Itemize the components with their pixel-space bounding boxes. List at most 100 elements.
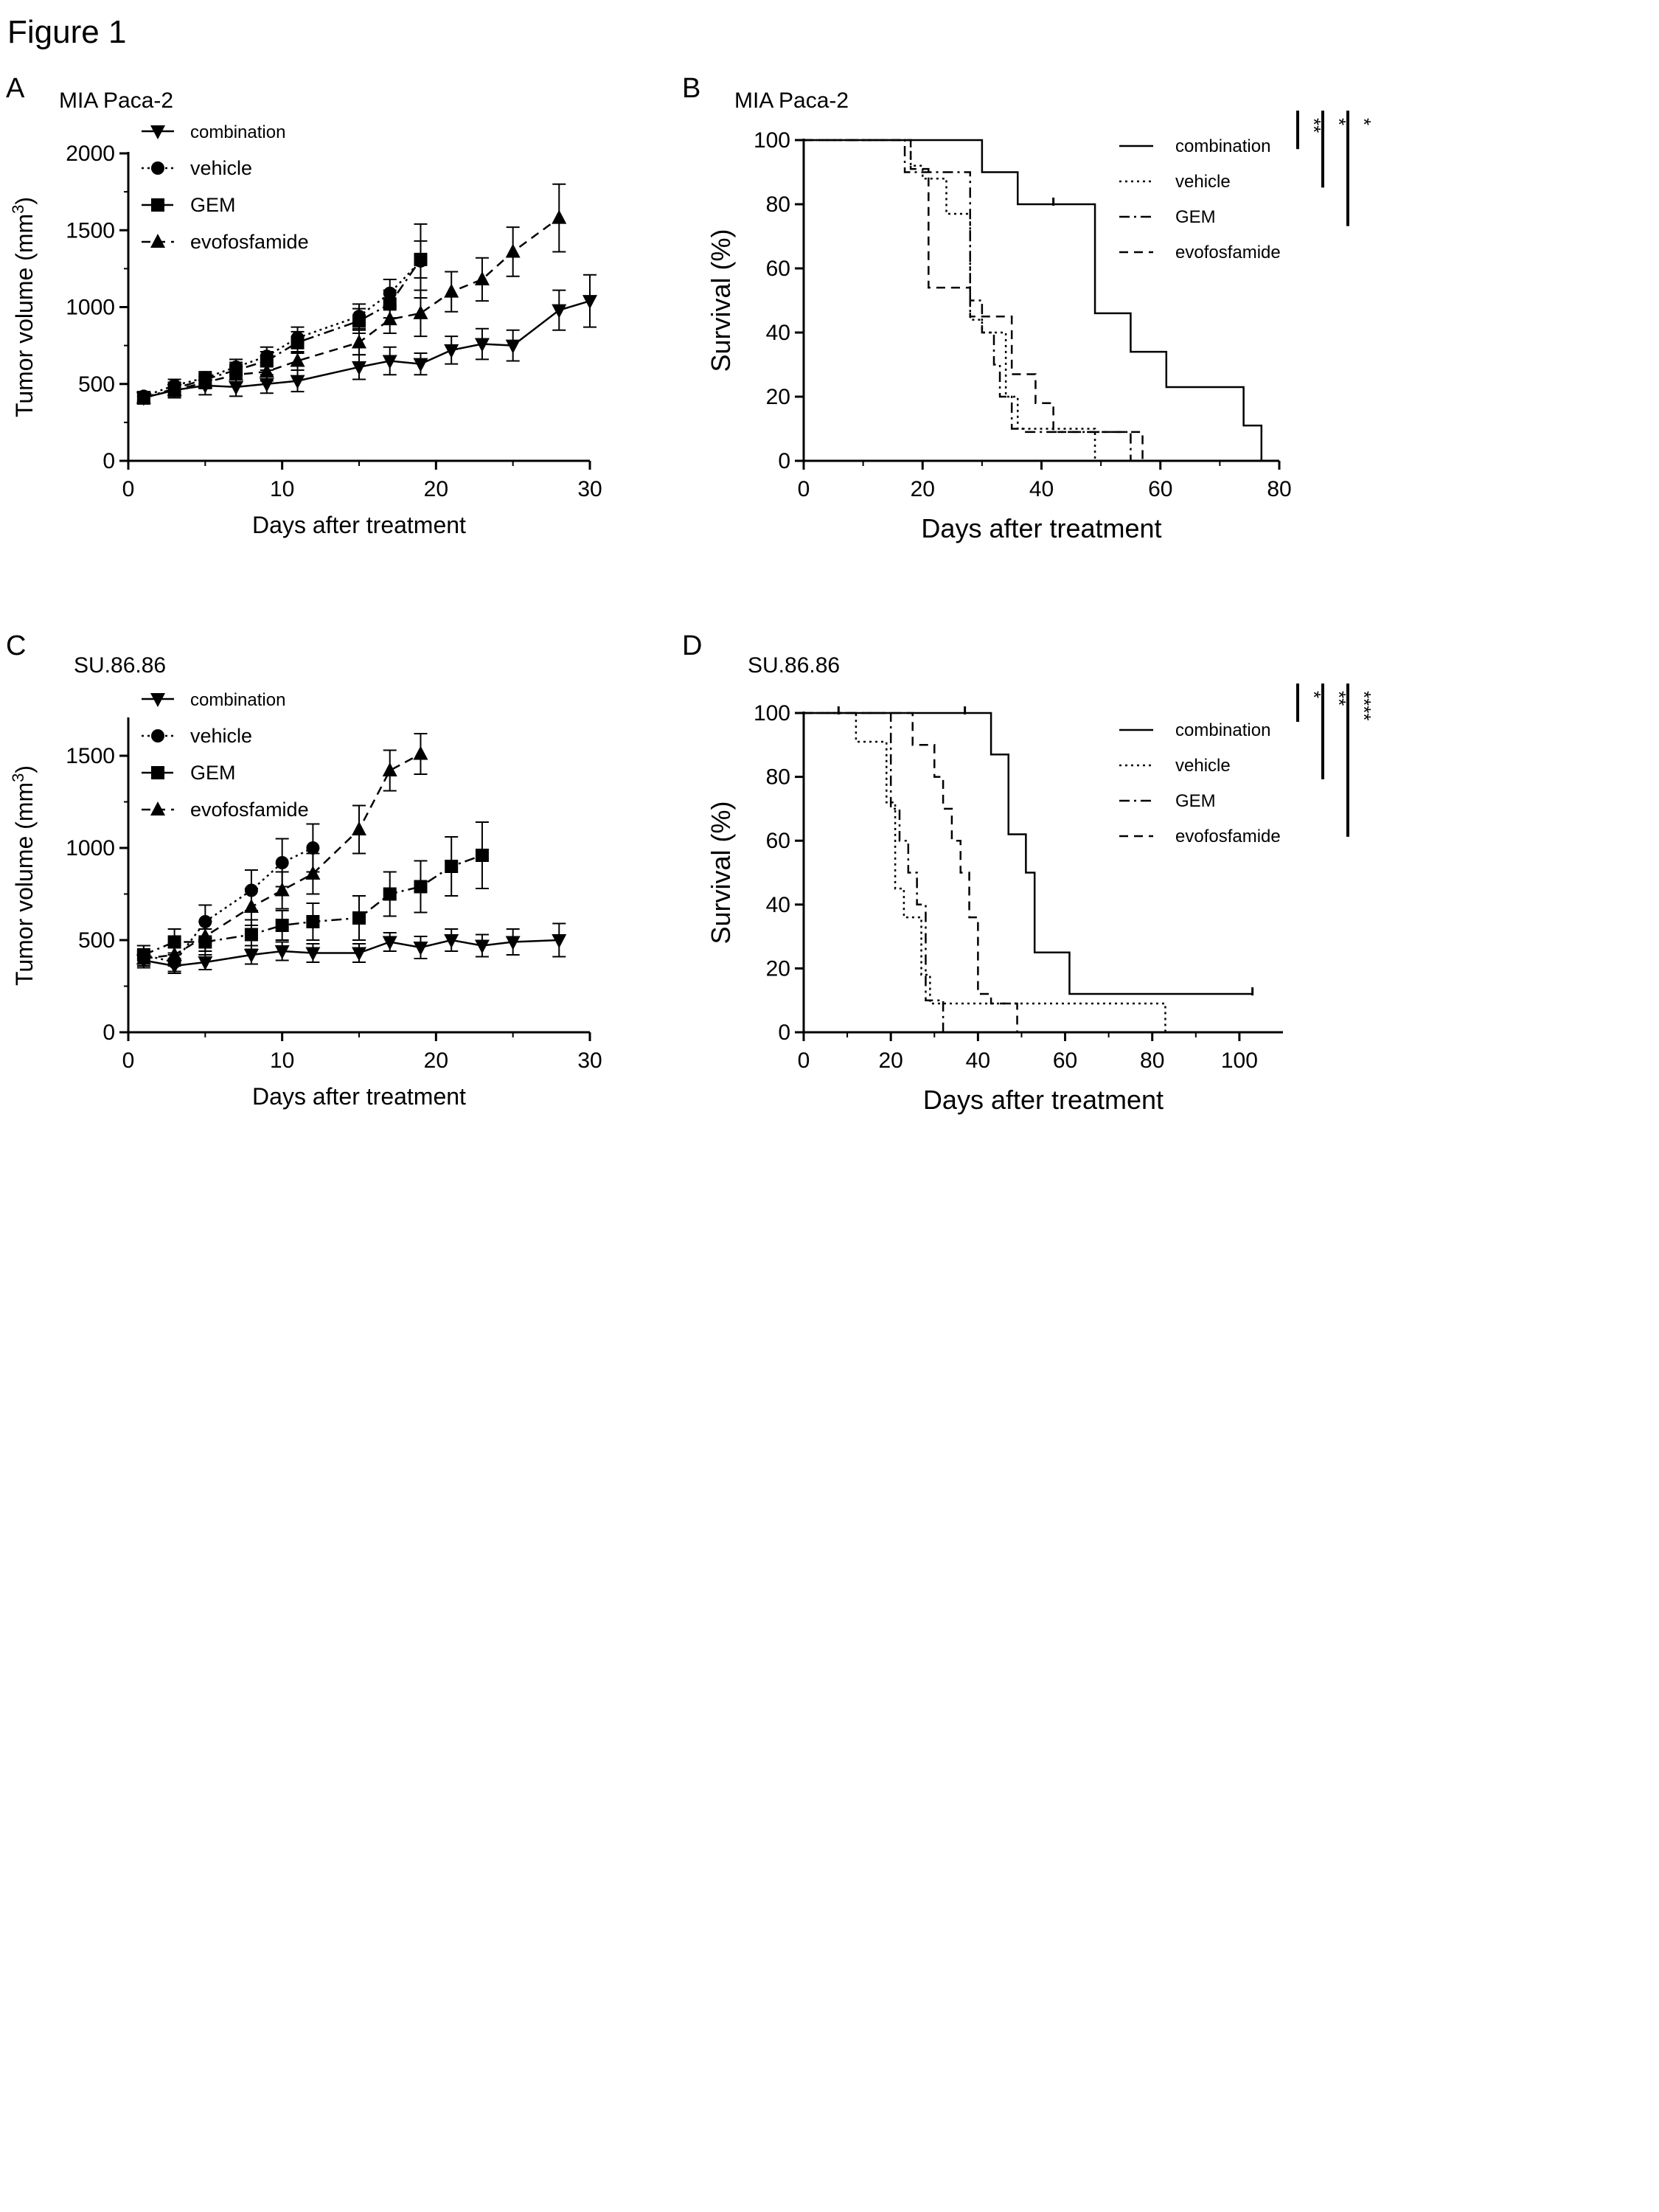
x-tick-label: 0 [798,477,810,501]
data-point [244,883,258,897]
data-point [444,283,459,298]
data-point [243,949,259,963]
legend-label: evofosfamide [190,799,309,821]
series-line-evofosfamide [804,712,1018,1032]
series-line-gem [143,259,422,399]
data-point [229,360,243,374]
legend-label: GEM [1175,791,1216,811]
y-tick-label: 60 [766,829,790,853]
data-point [291,331,305,345]
data-point [414,252,428,266]
data-point [552,934,567,948]
data-point [136,392,151,406]
chart-title: SU.86.86 [748,653,840,678]
data-point [136,389,151,404]
data-point [136,948,150,961]
series-evofosfamide [136,183,567,404]
data-point [136,954,151,969]
data-point [444,344,459,358]
legend-label: combination [1175,720,1270,740]
data-point [244,928,258,942]
data-point [474,271,490,285]
y-tick-label: 0 [778,1020,790,1045]
chart-title: SU.86.86 [74,653,166,678]
data-point [290,375,305,389]
data-point [383,887,397,901]
series-combination [136,922,567,974]
data-point [383,286,397,300]
data-point [505,936,521,950]
panel-label: D [682,630,702,661]
data-point [167,947,182,961]
series-line-evofosfamide [143,217,560,399]
series-evofosfamide [136,733,428,967]
data-point [290,352,305,367]
series-evofosfamide [804,712,1018,1032]
legend-label: combination [190,690,285,710]
series-combination [136,274,597,406]
series-evofosfamide [804,139,1144,461]
chart-panel-c: C SU.86.86 0 500 1000 1500 0 10 20 30 Days after t… [6,630,602,1110]
series-gem [136,240,428,405]
x-axis-label: Days after treatment [252,1083,466,1110]
data-point [306,841,320,855]
data-point [274,882,290,897]
data-point [382,355,397,369]
x-axis-label: Days after treatment [923,1085,1164,1115]
significance-label: ** [1303,118,1325,133]
legend-label: evofosfamide [1175,827,1281,846]
y-tick-label: 100 [754,128,790,153]
data-point [198,372,212,386]
data-point [413,358,428,372]
chart-title: MIA Paca-2 [734,88,849,113]
y-tick-label: 20 [766,385,790,409]
y-axis-label: Tumor volume (mm3) [9,197,38,417]
data-point [260,349,274,364]
legend-label: GEM [190,194,236,216]
series-line-combination [143,939,560,967]
x-tick-label: 40 [966,1048,990,1073]
y-tick-label: 20 [766,956,790,981]
x-tick-label: 20 [878,1048,902,1073]
chart-panel-b: B MIA Paca-2 0 20 40 60 80 100 0 20 40 60 80 Days aft… [682,73,1375,543]
y-tick-label: 80 [766,192,790,217]
data-point [198,379,213,394]
data-point [474,939,490,954]
data-point [229,380,244,395]
series-line-vehicle [143,260,422,397]
data-point [505,243,521,258]
data-point [413,305,428,319]
significance-label: * [1353,118,1375,125]
series-line-vehicle [804,139,1096,461]
series-vehicle [804,712,1166,1032]
legend-marker [151,198,164,212]
series-vehicle [804,139,1096,461]
significance-label: * [1328,118,1350,125]
series-gem [804,139,1132,461]
data-point [414,254,428,268]
chart-title: MIA Paca-2 [59,88,173,113]
series-vehicle [136,823,320,973]
y-tick-label: 2000 [66,142,115,166]
x-tick-label: 0 [122,1048,135,1073]
data-point [167,382,181,396]
series-line-gem [804,139,1132,461]
legend-marker [151,729,164,742]
x-axis-label: Days after treatment [252,512,466,538]
y-tick-label: 500 [78,372,115,397]
data-point [305,947,321,961]
data-point [167,378,181,392]
x-tick-label: 0 [122,477,135,501]
y-tick-label: 1500 [66,744,115,768]
series-line-vehicle [143,846,313,964]
data-point [444,934,459,948]
data-point [198,935,212,949]
data-point [229,366,244,381]
data-point [275,919,289,932]
series-line-gem [804,712,945,1032]
data-point [198,928,213,942]
data-point [198,371,212,385]
series-line-combination [804,139,1263,461]
data-point [167,956,181,969]
data-point [382,762,397,776]
